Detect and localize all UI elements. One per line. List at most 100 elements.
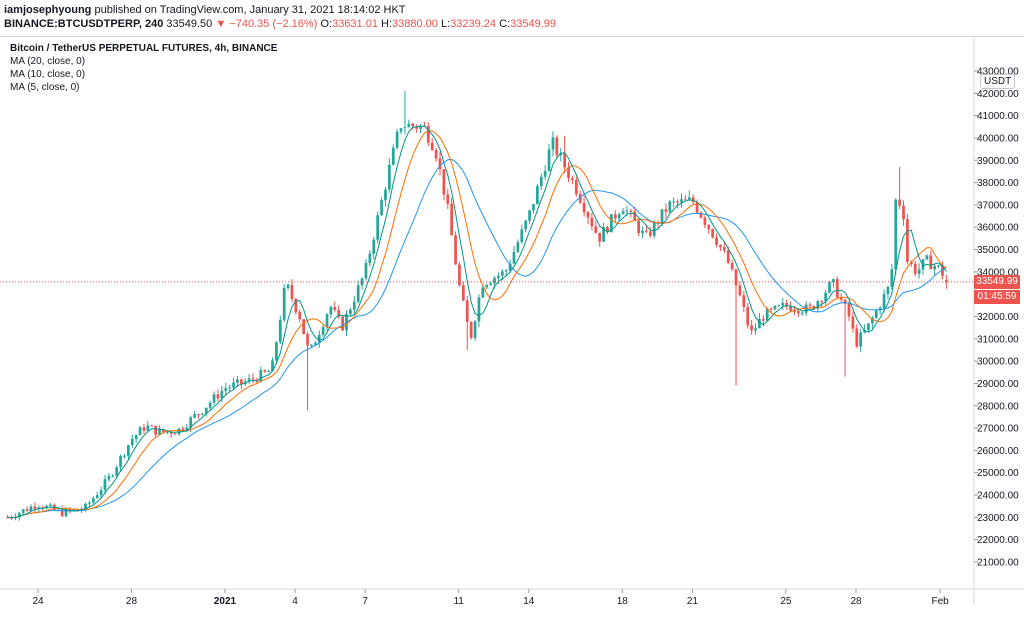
candle-body — [676, 201, 679, 203]
candle-body — [430, 142, 434, 151]
candle-body — [99, 490, 103, 496]
candle-body — [758, 318, 761, 329]
y-tick-label: 41000.00 — [977, 111, 1019, 122]
candle-body — [29, 506, 33, 511]
y-tick-label: 43000.00 — [977, 67, 1019, 78]
candle-body — [528, 210, 531, 221]
candle-body — [730, 262, 734, 270]
candle-body — [387, 164, 391, 190]
candle-body — [539, 176, 543, 187]
y-tick-label: 29000.00 — [977, 379, 1019, 390]
symbol-label: BINANCE:BTCUSDTPERP, 240 — [4, 18, 164, 30]
down-arrow-icon: ▼ — [215, 18, 227, 30]
candle-body — [236, 379, 239, 383]
candle-body — [208, 402, 212, 408]
x-tick-label: 21 — [687, 596, 699, 605]
y-tick-label: 38000.00 — [977, 178, 1019, 189]
candle-body — [267, 371, 270, 373]
candle-body — [216, 394, 220, 399]
candle-body — [465, 300, 469, 322]
candle-body — [142, 427, 146, 431]
candle-body — [680, 199, 683, 203]
candle-body — [613, 214, 617, 219]
candle-body — [228, 387, 232, 389]
x-tick-label: Feb — [932, 596, 950, 605]
candle-body — [508, 263, 512, 271]
legend-ma20[interactable]: MA (20, close, 0) — [10, 56, 86, 67]
candle-body — [17, 512, 21, 518]
candle-body — [909, 261, 913, 264]
candle-body — [851, 316, 855, 329]
candle-body — [699, 212, 703, 218]
candle-body — [777, 305, 781, 307]
candle-body — [610, 214, 613, 233]
price-chart[interactable]: 21000.00 22000.00 23000.00 24000.00 25000.00… — [0, 37, 1024, 605]
x-tick-label: 7 — [362, 596, 368, 605]
candle-body — [450, 203, 454, 236]
candle-body — [839, 297, 843, 300]
candle-body — [867, 323, 870, 330]
candle-body — [933, 265, 937, 270]
candle-body — [687, 197, 691, 200]
candle-body — [855, 328, 859, 347]
candle-body — [937, 265, 940, 267]
candle-body — [33, 506, 37, 510]
y-tick-label: 40000.00 — [977, 133, 1019, 144]
candle-body — [695, 202, 699, 213]
candle-body — [536, 186, 539, 205]
candle-body — [352, 301, 356, 310]
x-tick-label: 14 — [523, 596, 535, 605]
candle-body — [606, 227, 609, 233]
y-tick-label: 28000.00 — [977, 401, 1019, 412]
y-tick-label: 30000.00 — [977, 357, 1019, 368]
candle-body — [785, 302, 789, 306]
y-tick-label: 31000.00 — [977, 334, 1019, 345]
candle-body — [310, 344, 313, 346]
candle-body — [407, 123, 411, 128]
candle-body — [559, 153, 563, 156]
candle-body — [415, 126, 418, 129]
candle-body — [637, 220, 641, 233]
candle-body — [411, 123, 415, 127]
candle-body — [890, 269, 894, 287]
candle-body — [578, 194, 582, 203]
candle-body — [317, 334, 321, 343]
candle-body — [138, 427, 142, 436]
candle-body — [134, 435, 138, 439]
candle-body — [473, 321, 477, 338]
candle-body — [119, 455, 122, 468]
candle-body — [127, 445, 130, 456]
open-value: 33631.01 — [332, 18, 378, 30]
legend-ma5[interactable]: MA (5, close, 0) — [10, 82, 80, 93]
candle-body — [742, 295, 746, 308]
candle-body — [173, 433, 177, 435]
chart-title: Bitcoin / TetherUS PERPETUAL FUTURES, 4h… — [10, 43, 278, 54]
candle-body — [103, 479, 107, 491]
low-label: L: — [440, 18, 451, 30]
candle-body — [329, 306, 333, 315]
candle-body — [232, 382, 235, 388]
candle-body — [648, 231, 652, 236]
y-tick-label: 37000.00 — [977, 200, 1019, 211]
candle-body — [746, 307, 750, 326]
candle-body — [321, 326, 325, 335]
candle-body — [800, 312, 804, 314]
legend-ma10[interactable]: MA (10, close, 0) — [10, 69, 86, 80]
high-value: 33880.00 — [392, 18, 438, 30]
candle-body — [625, 210, 629, 212]
candle-body — [547, 149, 551, 172]
candle-body — [913, 263, 917, 274]
candle-body — [442, 169, 446, 195]
candle-body — [146, 425, 150, 431]
candle-body — [925, 255, 929, 260]
currency-selector[interactable]: USDT — [980, 74, 1016, 89]
candle-body — [165, 431, 169, 433]
candle-body — [162, 429, 165, 433]
candle-body — [41, 507, 45, 509]
author-name[interactable]: iamjosephyoung — [4, 4, 92, 16]
candle-body — [64, 508, 68, 517]
candle-body — [158, 429, 161, 435]
x-tick-label: 11 — [453, 596, 464, 605]
candle-body — [761, 318, 765, 321]
candle-body — [438, 158, 442, 170]
